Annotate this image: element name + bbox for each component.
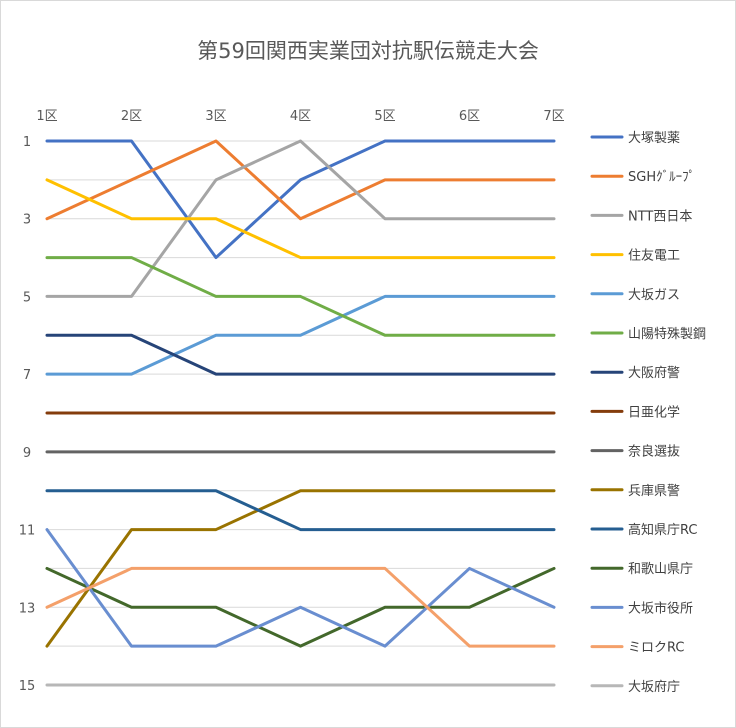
series-line [45, 294, 556, 376]
legend-item: 山陽特殊製鋼 [590, 327, 706, 342]
x-tick-label: 7区 [543, 109, 564, 124]
y-tick-label: 7 [23, 368, 31, 383]
y-tick-label: 3 [23, 213, 31, 228]
legend-label: NTT西日本 [628, 209, 692, 224]
series-lines [45, 139, 556, 687]
series-line [45, 489, 556, 532]
legend-label: 大坂府庁 [628, 680, 680, 695]
legend-label: 住友電工 [628, 248, 680, 264]
legend-item: ミロクRC [590, 641, 684, 656]
chart-title: 第59回関西実業団対抗駅伝競走大会 [197, 39, 539, 63]
legend-item: 大坂ガス [590, 288, 680, 303]
legend-label: 和歌山県庁 [628, 562, 693, 577]
y-tick-label: 5 [23, 290, 31, 305]
y-tick-label: 13 [19, 601, 36, 616]
series-line [45, 566, 556, 648]
x-tick-label: 3区 [205, 109, 226, 124]
legend-item: 住友電工 [590, 248, 680, 264]
x-tick-label: 2区 [121, 109, 142, 124]
legend-label: 山陽特殊製鋼 [628, 327, 706, 342]
legend-item: 大坂府庁 [590, 680, 680, 695]
legend-label: 大塚製薬 [628, 131, 680, 146]
legend-item: 奈良選抜 [590, 444, 680, 460]
legend-item: 大塚製薬 [590, 131, 680, 146]
legend-item: NTT西日本 [590, 209, 692, 224]
series-line [45, 139, 556, 298]
legend-label: 日亜化学 [628, 404, 680, 420]
y-tick-label: 15 [19, 679, 36, 694]
x-axis-tick-labels: 1区 2区 3区 4区 5区 6区 7区 [36, 109, 564, 124]
legend-item: 和歌山県庁 [590, 562, 693, 577]
x-tick-label: 5区 [374, 109, 395, 124]
legend: 大塚製薬 SGHｸﾞﾙｰﾌﾟ NTT西日本住友電工大坂ガス山陽特殊製鋼大阪府警日亜化… [590, 131, 706, 695]
legend-label: 大坂ガス [628, 288, 680, 303]
series-line [45, 139, 556, 260]
series-line [45, 528, 556, 648]
legend-label: SGHｸﾞﾙｰﾌﾟ [628, 170, 695, 185]
legend-item: 日亜化学 [590, 404, 680, 420]
legend-label: 大阪府警 [628, 365, 680, 381]
y-tick-label: 11 [19, 524, 36, 539]
legend-item: 高知県庁RC [590, 522, 697, 538]
series-line [45, 489, 556, 648]
legend-item: 大阪府警 [590, 365, 680, 381]
legend-label: 奈良選抜 [628, 444, 680, 460]
series-line [45, 256, 556, 337]
series-line [45, 333, 556, 376]
series-line [45, 139, 556, 221]
y-tick-label: 9 [23, 446, 31, 461]
x-tick-label: 4区 [290, 109, 311, 124]
legend-label: 大坂市役所 [628, 600, 693, 616]
x-tick-label: 1区 [36, 109, 57, 124]
series-line [45, 178, 556, 260]
series-line [45, 566, 556, 648]
y-tick-label: 1 [23, 135, 31, 150]
legend-item: 大坂市役所 [590, 600, 693, 616]
legend-label: 兵庫県警 [628, 483, 680, 499]
legend-label: ミロクRC [628, 641, 684, 656]
x-tick-label: 6区 [459, 109, 480, 124]
legend-item: SGHｸﾞﾙｰﾌﾟ [590, 170, 695, 185]
legend-item: 兵庫県警 [590, 483, 680, 499]
legend-label: 高知県庁RC [628, 522, 697, 538]
